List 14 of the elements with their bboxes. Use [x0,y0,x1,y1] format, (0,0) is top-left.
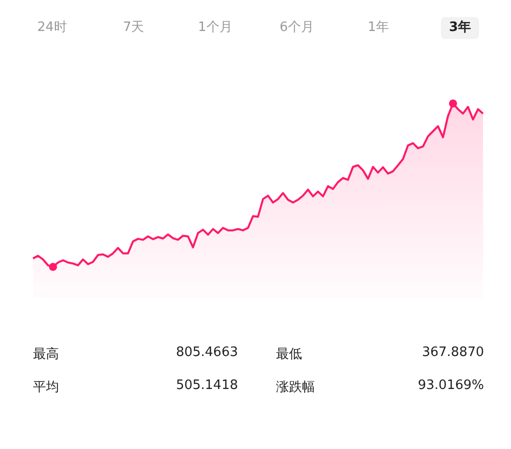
text: 805.4663 [176,345,238,360]
text: 505.1418 [176,378,238,393]
text: 24时 [36,19,68,37]
text: 涨跌幅 [276,379,315,396]
text: 最高 [33,346,59,363]
text: 平均 [33,379,59,396]
text: 367.8870 [422,345,484,360]
text: 1个月 [197,19,234,37]
text: 1年 [366,19,390,37]
text: 最低 [276,346,302,363]
text: 6个月 [278,19,315,37]
text: 93.0169% [418,378,484,393]
text: 3年 [440,17,480,39]
text: 7天 [122,19,146,37]
